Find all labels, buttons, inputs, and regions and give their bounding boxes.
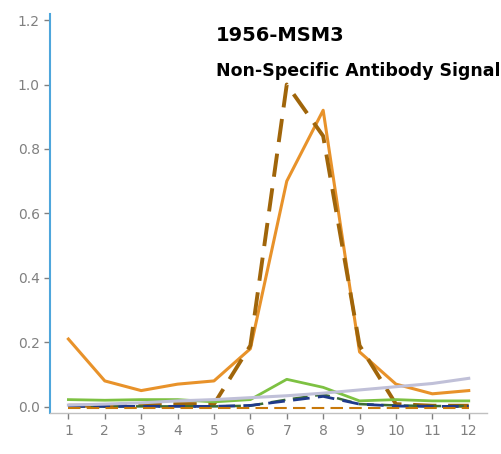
Text: 1956-MSM3: 1956-MSM3 — [216, 25, 344, 44]
Text: Non-Specific Antibody Signal <10%: Non-Specific Antibody Signal <10% — [216, 62, 501, 79]
